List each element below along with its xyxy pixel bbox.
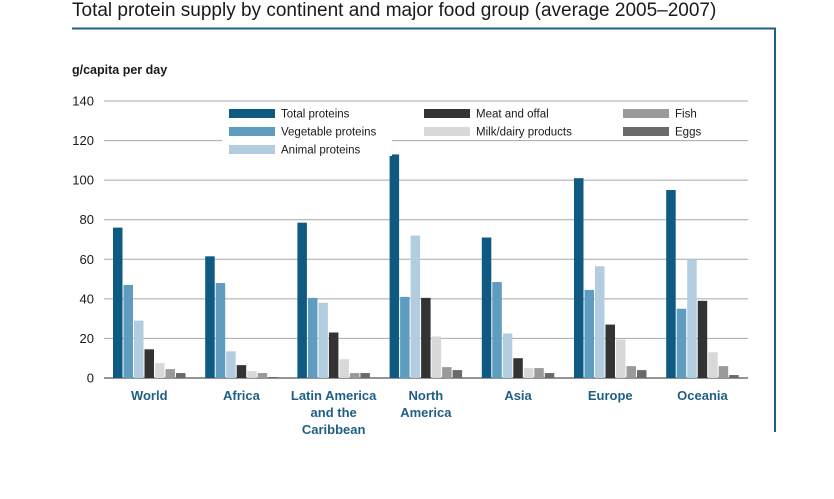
chart-title: Total protein supply by continent and ma… (72, 0, 716, 21)
bar (226, 351, 236, 378)
category-label: Latin America and the Caribbean (291, 388, 377, 437)
bar (574, 178, 584, 378)
legend-label: Animal proteins (281, 145, 361, 157)
bar (492, 282, 502, 378)
category-label: Africa (223, 388, 261, 403)
category-label: Asia (504, 388, 532, 403)
bar (513, 358, 523, 378)
bar (247, 371, 257, 378)
bar (123, 285, 133, 378)
bar (328, 332, 339, 378)
legend-swatch (229, 109, 275, 118)
y-tick-label: 60 (80, 252, 94, 267)
legend-swatch (623, 109, 669, 118)
y-tick-label: 120 (72, 133, 94, 148)
bar (268, 377, 278, 378)
bar (236, 365, 247, 378)
bar (339, 359, 349, 378)
y-tick-label: 100 (72, 173, 94, 188)
bar (708, 352, 718, 378)
bar (595, 266, 605, 378)
bar (144, 349, 154, 378)
bar (113, 227, 123, 378)
bar (534, 368, 544, 378)
y-axis-ticks: 0 20 40 60 80 100 120 140 (72, 94, 94, 386)
legend-label: Fish (675, 109, 697, 121)
y-axis-unit-label: g/capita per day (72, 63, 167, 77)
bar (637, 370, 647, 378)
legend-label: Vegetable proteins (281, 127, 377, 139)
category-label: North America (400, 388, 452, 420)
bar (584, 289, 594, 378)
legend-swatch (229, 145, 275, 154)
legend: Total proteins Meat and offal Fish Vegetabl… (222, 104, 714, 157)
bar (205, 256, 215, 378)
bar (523, 368, 534, 378)
y-tick-label: 0 (87, 371, 94, 386)
bar (257, 373, 268, 378)
bar (616, 339, 626, 378)
legend-label: Eggs (675, 127, 701, 139)
bar (400, 296, 410, 378)
bar (697, 300, 708, 378)
bar (442, 367, 452, 378)
bar (318, 302, 328, 378)
bar (502, 333, 513, 378)
y-tick-label: 20 (80, 331, 94, 346)
bar (605, 324, 615, 378)
bar (452, 370, 463, 378)
bar (165, 369, 175, 378)
bar (729, 375, 739, 378)
category-labels: World Africa Latin America and the Caribbean… (131, 388, 729, 437)
legend-swatch (623, 127, 669, 136)
legend-swatch (424, 127, 470, 136)
legend-swatch (229, 127, 275, 136)
bar (421, 297, 431, 378)
bar (666, 190, 676, 378)
y-tick-label: 140 (72, 94, 94, 109)
bar (481, 237, 492, 378)
bar (687, 259, 697, 378)
bar (307, 297, 318, 378)
category-label: Oceania (677, 388, 728, 403)
bar (297, 222, 307, 378)
bar (410, 235, 421, 378)
bar (215, 283, 226, 378)
legend-label: Meat and offal (476, 109, 549, 121)
category-label: Europe (588, 388, 633, 403)
bar (676, 308, 687, 378)
bar (360, 373, 370, 378)
category-label: World (131, 388, 168, 403)
bar (626, 366, 636, 378)
legend-label: Total proteins (281, 109, 350, 121)
bar (389, 154, 400, 378)
bar (544, 373, 555, 378)
bar (349, 373, 360, 378)
bar (176, 373, 186, 378)
bar (431, 336, 442, 378)
y-tick-label: 40 (80, 291, 94, 306)
bars (113, 154, 739, 378)
bar (134, 320, 144, 378)
bar (718, 366, 729, 378)
legend-label: Milk/dairy products (476, 127, 572, 139)
bar (155, 363, 165, 378)
legend-swatch (424, 109, 470, 118)
y-tick-label: 80 (80, 212, 94, 227)
